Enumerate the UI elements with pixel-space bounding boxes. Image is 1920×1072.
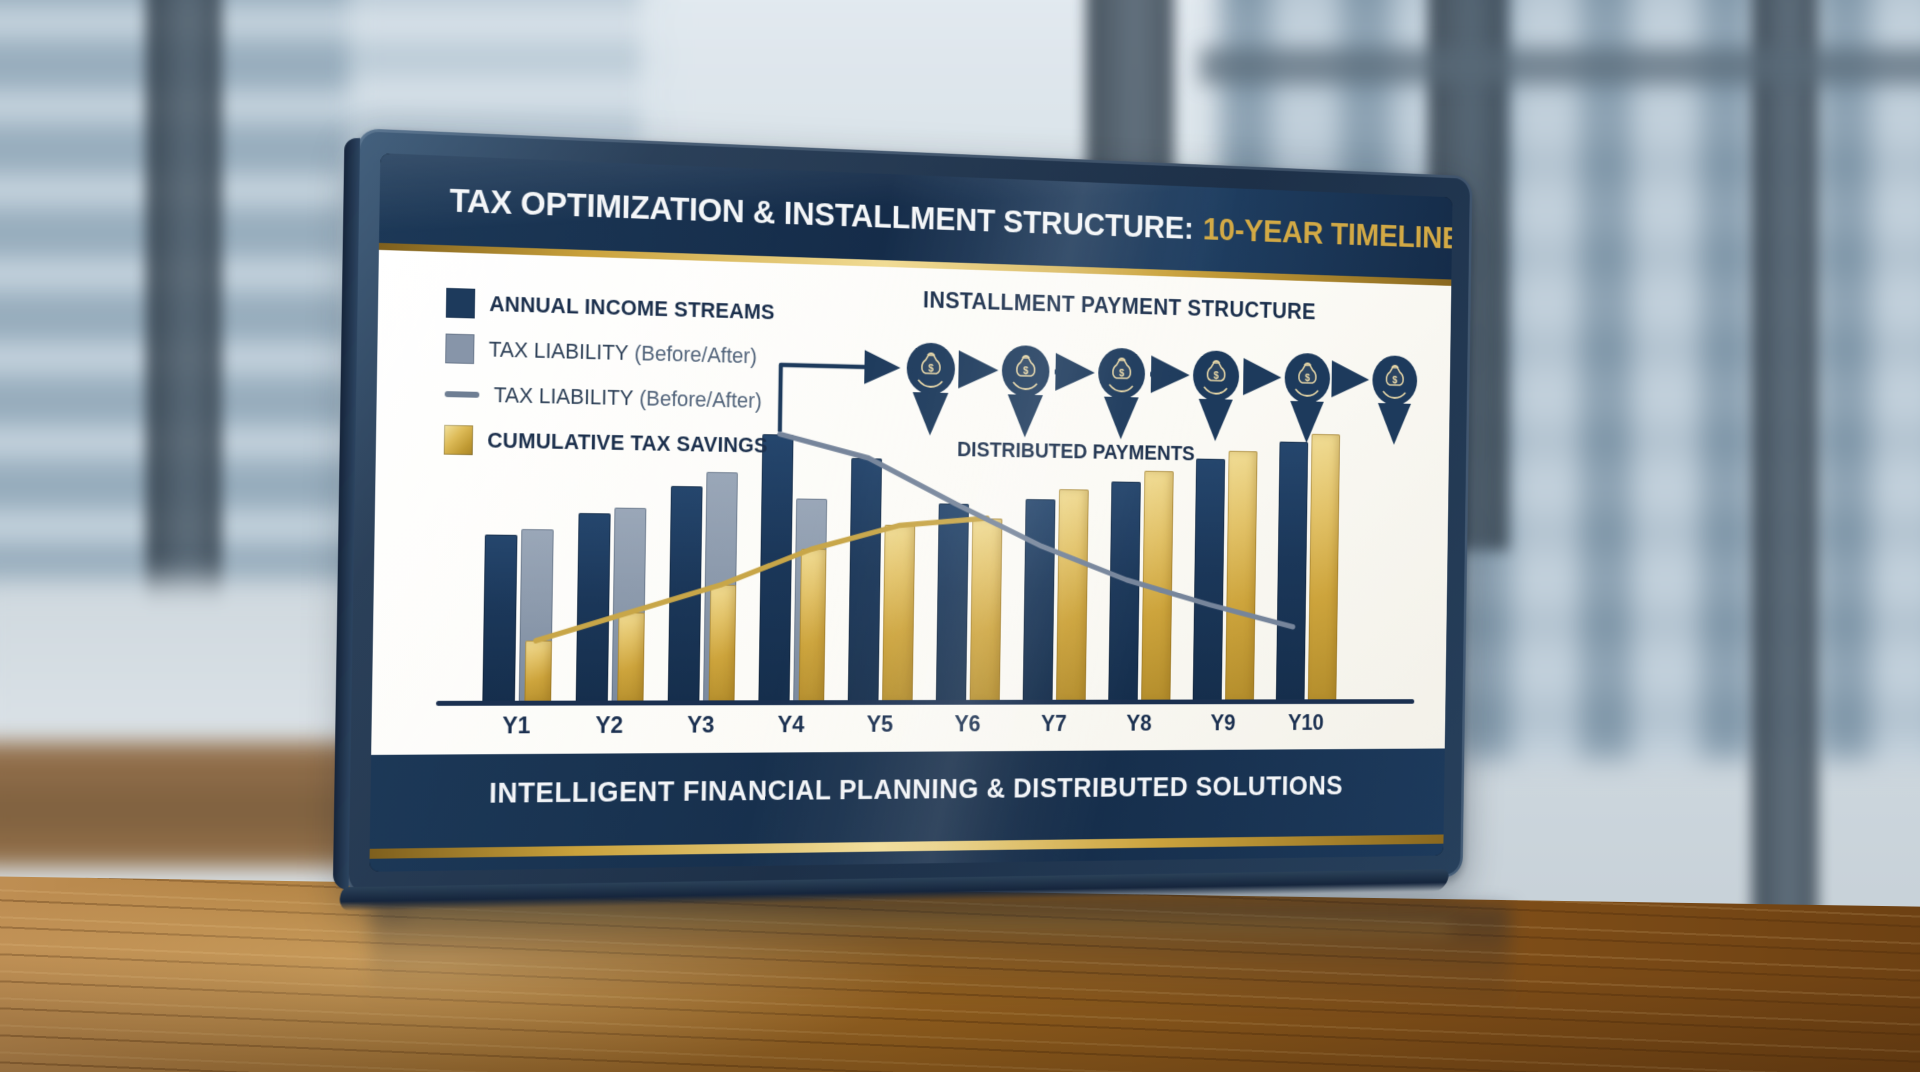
legend-square-marker	[445, 287, 476, 319]
x-label-Y4: Y4	[777, 711, 805, 738]
legend-line-marker	[444, 391, 480, 398]
flow-caption: DISTRIBUTED PAYMENTS	[956, 436, 1195, 466]
legend-label: TAX LIABILITY (Before/After)	[493, 382, 762, 413]
chart-legend: ANNUAL INCOME STREAMS TAX LIABILITY (Befo…	[443, 280, 775, 468]
x-label-Y6: Y6	[954, 711, 981, 738]
page-title-highlight: 10-YEAR TIMELINE	[1202, 210, 1453, 256]
window-mullion	[1752, 0, 1818, 990]
background-side-table	[0, 742, 370, 867]
tablet-reflection	[369, 890, 1511, 1016]
chart-panel: $ $ $ $ $ $ Y1 Y2 Y3 Y4 Y5 Y6 Y7 Y8 Y9 Y10 ANNUAL INCO…	[371, 250, 1451, 755]
legend-square-marker	[443, 424, 474, 456]
tablet-device: TAX OPTIMIZATION & INSTALLMENT STRUCTURE…	[345, 128, 1472, 896]
legend-item-2: TAX LIABILITY (Before/After)	[445, 326, 774, 380]
x-label-Y8: Y8	[1126, 710, 1152, 737]
legend-label: TAX LIABILITY (Before/After)	[488, 336, 758, 369]
tablet-screen: TAX OPTIMIZATION & INSTALLMENT STRUCTURE…	[369, 153, 1452, 872]
gold-divider-bottom	[369, 834, 1444, 859]
footer-banner: INTELLIGENT FINANCIAL PLANNING & DISTRIB…	[488, 771, 1344, 810]
legend-label: CUMULATIVE TAX SAVINGS	[487, 427, 768, 458]
x-label-Y7: Y7	[1040, 711, 1067, 737]
legend-item-4: CUMULATIVE TAX SAVINGS	[443, 417, 773, 468]
window-crossbar	[1200, 48, 1920, 84]
footer-band: INTELLIGENT FINANCIAL PLANNING & DISTRIB…	[369, 748, 1445, 872]
x-label-Y1: Y1	[502, 712, 531, 740]
x-label-Y9: Y9	[1210, 710, 1236, 736]
page-title: TAX OPTIMIZATION & INSTALLMENT STRUCTURE…	[449, 181, 1194, 246]
x-label-Y2: Y2	[595, 712, 624, 739]
legend-label: ANNUAL INCOME STREAMS	[489, 291, 775, 325]
x-label-Y10: Y10	[1287, 710, 1324, 736]
legend-item-3: TAX LIABILITY (Before/After)	[444, 371, 773, 423]
x-label-Y3: Y3	[687, 712, 715, 739]
legend-square-marker	[445, 333, 475, 365]
x-label-Y5: Y5	[866, 711, 894, 738]
